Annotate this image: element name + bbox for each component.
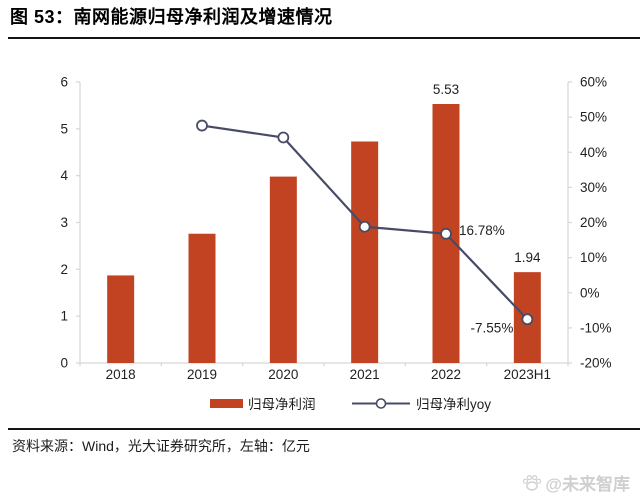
right-axis-tick-label: 30%	[580, 180, 607, 195]
right-axis-tick-label: 10%	[580, 250, 607, 265]
bar-2019	[188, 233, 216, 363]
source-note: 资料来源：Wind，光大证券研究所，左轴：亿元	[12, 438, 310, 454]
figure-title: 图 53：南网能源归母净利润及增速情况	[10, 7, 333, 27]
bar-value-label: 5.53	[433, 82, 459, 97]
watermark: @未来智库	[522, 470, 630, 495]
left-axis-tick-label: 2	[60, 262, 68, 277]
right-axis-tick-label: 0%	[580, 285, 600, 300]
bar-value-label: 1.94	[514, 250, 541, 265]
yoy-marker	[358, 220, 371, 233]
right-axis-tick-label: -20%	[580, 356, 612, 371]
bar-2020	[269, 176, 297, 363]
left-axis-tick-label: 4	[60, 168, 68, 183]
yoy-marker	[521, 313, 534, 326]
x-axis-label-2020: 2020	[268, 367, 298, 382]
watermark-text: @未来智库	[545, 475, 630, 494]
yoy-marker	[440, 227, 452, 240]
paw-icon	[523, 474, 542, 491]
line-value-label: 16.78%	[459, 223, 505, 238]
x-axis-label-2018: 2018	[106, 367, 136, 382]
right-axis-tick-label: 20%	[580, 215, 607, 230]
line-value-label: -7.55%	[471, 320, 514, 335]
yoy-marker	[196, 119, 208, 132]
x-axis-label-2021: 2021	[350, 367, 380, 382]
bar-2018	[107, 275, 135, 363]
x-axis-label-2019: 2019	[187, 367, 217, 382]
left-axis-tick-label: 6	[60, 75, 68, 90]
left-axis-tick-label: 5	[60, 121, 68, 136]
x-axis-label-2023H1: 2023H1	[504, 367, 551, 382]
right-axis-tick-label: 40%	[580, 145, 607, 160]
legend-bar-label: 归母净利润	[248, 396, 316, 412]
title-divider	[8, 37, 640, 39]
right-axis-tick-label: -10%	[580, 320, 612, 335]
right-axis-tick-label: 50%	[580, 110, 607, 125]
profit-growth-chart: 0 1 2 3 4 5 6 -20% -10% 0% 10% 20% 30% 40% 50% 60% 2018 2…	[60, 75, 612, 413]
left-axis-tick-label: 3	[60, 215, 68, 230]
legend-line-marker	[375, 398, 387, 409]
legend-bar-swatch	[210, 399, 243, 408]
footer-divider	[8, 428, 640, 430]
yoy-marker	[277, 131, 290, 144]
left-axis-tick-label: 1	[60, 309, 68, 324]
left-axis-tick-label: 0	[60, 356, 68, 371]
legend-line-label: 归母净利yoy	[416, 396, 491, 412]
x-axis-label-2022: 2022	[431, 367, 461, 382]
bar-2021	[351, 141, 379, 363]
right-axis-tick-label: 60%	[580, 75, 607, 90]
